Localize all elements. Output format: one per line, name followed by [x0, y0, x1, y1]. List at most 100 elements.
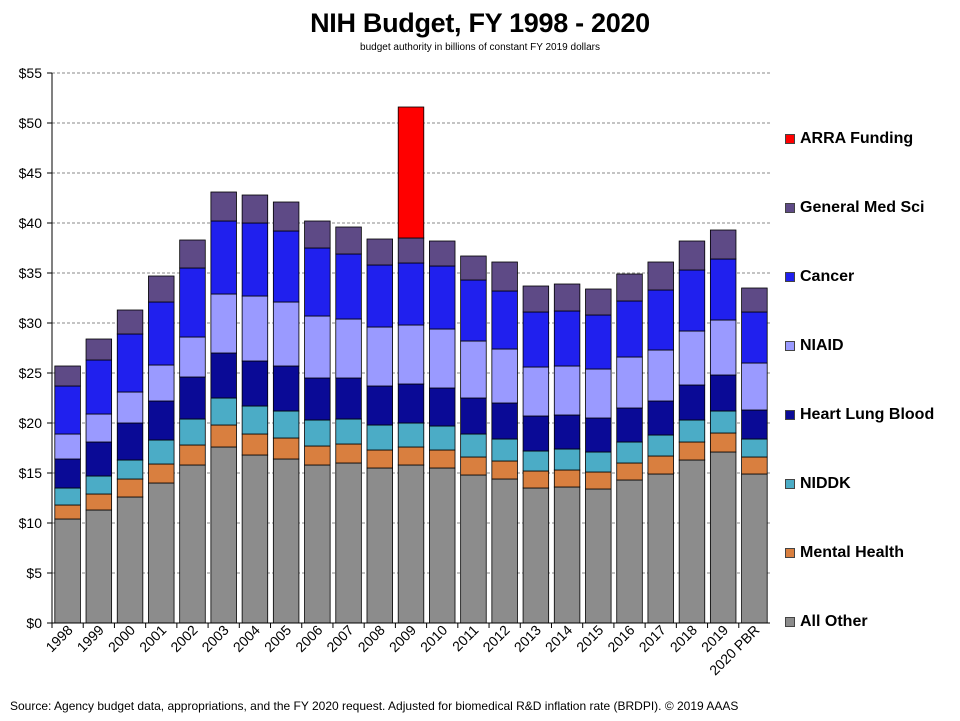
legend-swatch — [785, 341, 795, 351]
bar-segment-niddk — [709, 410, 737, 434]
bar-segment-cancer — [85, 359, 113, 415]
legend-swatch — [785, 203, 795, 213]
chart-subtitle: budget authority in billions of constant… — [360, 42, 600, 53]
bar-segment-cancer — [366, 264, 393, 328]
legend-swatch — [785, 548, 795, 558]
bar-segment-niaid — [678, 330, 706, 386]
bar-segment-niaid — [616, 356, 643, 409]
bar-segment-all-other — [709, 451, 737, 624]
bar-segment-niddk — [647, 434, 674, 457]
bar-segment-niaid — [647, 349, 674, 402]
y-tick-label: $5 — [26, 565, 42, 581]
bar-segment-mental-health — [553, 469, 581, 488]
bar-segment-heart-lung-blood — [335, 377, 362, 420]
bar-segment-niddk — [491, 438, 518, 462]
bar-segment-niaid — [741, 362, 768, 411]
legend-label: NIDDK — [800, 475, 851, 492]
bar-segment-mental-health — [116, 478, 144, 498]
bar-segment-arra-funding — [397, 106, 425, 239]
bar-segment-niaid — [397, 324, 425, 385]
bar-segment-mental-health — [335, 443, 362, 464]
bar-segment-niaid — [491, 348, 518, 404]
legend-label: NIAID — [800, 337, 844, 354]
x-tick-label: 2007 — [323, 622, 356, 655]
bar-segment-mental-health — [397, 446, 425, 466]
bar-segment-niaid — [429, 328, 456, 389]
bar-segment-niaid — [272, 301, 300, 367]
x-tick-label: 2009 — [386, 622, 419, 655]
bar-segment-niddk — [210, 397, 237, 426]
bar-segment-all-other — [85, 509, 113, 624]
bar-segment-mental-health — [741, 456, 768, 475]
bar-segment-cancer — [272, 230, 300, 303]
y-tick-label: $0 — [26, 615, 42, 631]
bar-segment-all-other — [148, 482, 175, 624]
x-tick-label: 2000 — [105, 622, 138, 655]
bar-segment-niaid — [522, 366, 550, 417]
bar-segment-cancer — [210, 220, 237, 295]
bar-segment-heart-lung-blood — [148, 400, 175, 441]
bar-segment-mental-health — [678, 441, 706, 461]
x-tick-label: 2004 — [230, 622, 263, 655]
legend-label: Mental Health — [800, 544, 905, 561]
bar-segment-niddk — [304, 419, 331, 447]
x-tick-label: 2015 — [573, 622, 606, 655]
bar-segment-general-med-sci — [616, 273, 643, 302]
bar-segment-all-other — [553, 486, 581, 624]
bar-segment-cancer — [335, 253, 362, 320]
bar-segment-mental-health — [272, 437, 300, 460]
bar-segment-niddk — [148, 439, 175, 465]
bar-segment-cancer — [397, 262, 425, 326]
bar-segment-general-med-sci — [460, 255, 487, 281]
bar-segment-all-other — [616, 479, 643, 624]
bar-segment-niaid — [148, 364, 175, 402]
bar-segment-niddk — [616, 441, 643, 464]
legend-swatch — [785, 410, 795, 420]
legend-label: General Med Sci — [800, 199, 925, 216]
bar-segment-heart-lung-blood — [179, 376, 206, 420]
bar-segment-all-other — [585, 488, 612, 624]
bar-segment-cancer — [116, 333, 144, 393]
bar-segment-cancer — [522, 311, 550, 368]
bar-segment-heart-lung-blood — [54, 458, 81, 489]
bar-segment-cancer — [241, 222, 269, 297]
bar-segment-all-other — [241, 454, 269, 624]
bar-segment-niaid — [460, 340, 487, 399]
bar-segment-cancer — [553, 310, 581, 367]
bar-segment-general-med-sci — [647, 261, 674, 291]
bar-segment-all-other — [397, 464, 425, 624]
x-tick-label: 2016 — [604, 622, 637, 655]
bar-segment-heart-lung-blood — [491, 402, 518, 440]
y-tick-label: $55 — [19, 65, 43, 81]
bar-segment-niaid — [585, 368, 612, 419]
y-tick-label: $30 — [19, 315, 43, 331]
bar-segment-mental-health — [429, 449, 456, 469]
bar-segment-mental-health — [460, 456, 487, 476]
bar-segment-mental-health — [179, 444, 206, 466]
bar-segment-general-med-sci — [585, 288, 612, 316]
bar-segment-general-med-sci — [85, 338, 113, 361]
bar-segment-niddk — [585, 451, 612, 473]
x-tick-label: 2003 — [198, 622, 231, 655]
bar-segment-general-med-sci — [429, 240, 456, 267]
bar-segment-cancer — [460, 279, 487, 342]
bar-segment-heart-lung-blood — [397, 383, 425, 424]
chart-title: NIH Budget, FY 1998 - 2020 — [310, 8, 650, 38]
x-tick-label: 2013 — [511, 622, 544, 655]
y-tick-label: $40 — [19, 215, 43, 231]
bar-segment-general-med-sci — [116, 309, 144, 335]
legend-label: Cancer — [800, 268, 855, 285]
bar-segment-all-other — [116, 496, 144, 624]
bar-segment-all-other — [210, 446, 237, 624]
bar-segment-mental-health — [54, 504, 81, 520]
bar-segment-niddk — [54, 487, 81, 506]
y-tick-label: $35 — [19, 265, 43, 281]
bar-segment-mental-health — [522, 470, 550, 489]
bar-segment-heart-lung-blood — [647, 400, 674, 436]
bar-segment-mental-health — [304, 445, 331, 466]
bar-segment-niddk — [272, 410, 300, 439]
bar-segment-niaid — [85, 413, 113, 443]
y-tick-label: $20 — [19, 415, 43, 431]
bar-segment-heart-lung-blood — [116, 422, 144, 461]
bar-segment-heart-lung-blood — [741, 409, 768, 440]
